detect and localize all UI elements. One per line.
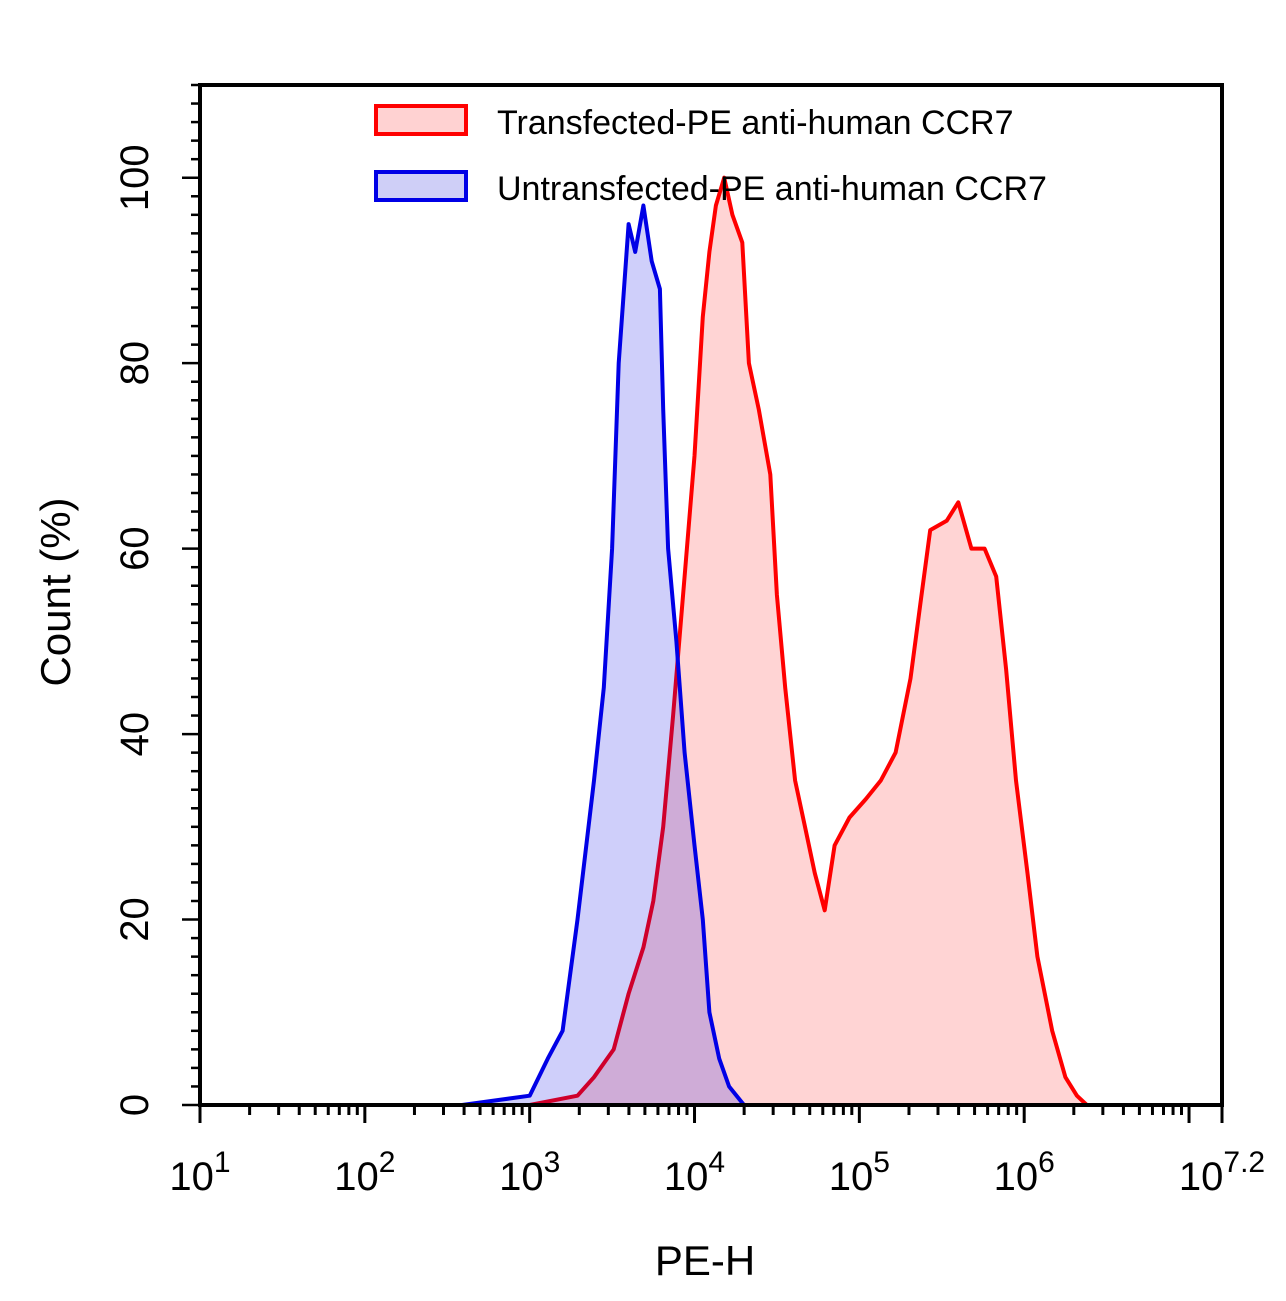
series-line-untransfected — [461, 203, 746, 1107]
legend-swatch-untransfected — [374, 170, 468, 202]
legend-label-untransfected: Untransfected-PE anti-human CCR7 — [497, 170, 1047, 208]
series-fill-transfected — [529, 177, 1087, 1105]
y-tick-label: 0 — [113, 1094, 157, 1116]
y-tick-label: 40 — [113, 712, 157, 757]
x-tick-label: 101 — [169, 1146, 230, 1199]
series-line-transfected — [529, 175, 1089, 1107]
axis-layer: 101 102 103 104 105 106 107.2 0 20 40 60 80 100 — [113, 83, 1265, 1199]
x-tick-label: 102 — [334, 1146, 395, 1199]
x-tick-label: 104 — [664, 1146, 725, 1199]
x-tick-label: 106 — [994, 1146, 1055, 1199]
series-fill-untransfected — [462, 205, 744, 1105]
legend-label-transfected: Transfected-PE anti-human CCR7 — [497, 104, 1014, 142]
y-tick-label: 60 — [113, 526, 157, 571]
legend: Transfected-PE anti-human CCR7 Untransfe… — [374, 104, 1047, 208]
series-layer — [461, 175, 1089, 1107]
y-tick-label: 80 — [113, 341, 157, 386]
x-tick-label: 107.2 — [1179, 1146, 1265, 1199]
x-tick-label: 103 — [499, 1146, 560, 1199]
y-axis-label: Count (%) — [32, 497, 79, 686]
plot-frame — [198, 83, 1224, 1107]
y-tick-label: 20 — [113, 897, 157, 942]
y-tick-label: 100 — [113, 144, 157, 211]
legend-swatch-transfected — [374, 104, 468, 136]
x-axis-label: PE-H — [655, 1237, 755, 1284]
x-tick-label: 105 — [829, 1146, 890, 1199]
